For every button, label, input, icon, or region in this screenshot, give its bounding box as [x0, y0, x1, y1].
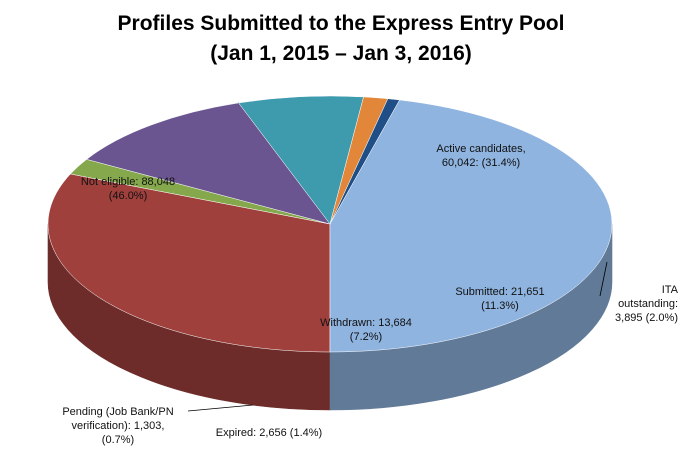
pie-slice-not-eligible — [329, 99, 613, 353]
label-line: ITA — [662, 284, 679, 296]
pie-top-faces — [47, 95, 613, 353]
label-line: outstanding: — [618, 298, 678, 310]
label-submitted: Submitted: 21,651 (11.3%) — [455, 286, 544, 312]
label-line: Not eligible: 88,048 — [81, 176, 175, 188]
label-line: verification): 1,303, — [72, 420, 165, 432]
pie-slice-withdrawn — [238, 95, 364, 225]
label-not-eligible: Not eligible: 88,048 (46.0%) — [81, 176, 175, 202]
label-active-candidates: Active candidates, 60,042: (31.4%) — [436, 143, 525, 169]
chart-title-line-1: Profiles Submitted to the Express Entry … — [117, 12, 565, 35]
label-line: Submitted: 21,651 — [455, 286, 544, 298]
label-pending-job-bank-pn-verification: Pending (Job Bank/PN verification): 1,303… — [62, 406, 173, 446]
label-line: (0.7%) — [102, 434, 134, 446]
label-line: Expired: 2,656 (1.4%) — [216, 427, 322, 439]
pie-slice-submitted — [86, 102, 331, 225]
label-line: Pending (Job Bank/PN — [62, 406, 173, 418]
label-line: (11.3%) — [481, 300, 519, 312]
label-line: Active candidates, — [436, 143, 525, 155]
label-line: Withdrawn: 13,684 — [320, 317, 412, 329]
label-line: (46.0%) — [109, 190, 148, 202]
label-ita-outstanding: ITA outstanding: 3,895 (2.0%) — [615, 284, 679, 324]
leader-line-pending — [187, 404, 254, 412]
chart-title-line-2: (Jan 1, 2015 – Jan 3, 2016) — [210, 42, 472, 65]
pie-slice-active-candidates — [47, 173, 331, 353]
leader-line-ita — [599, 261, 608, 297]
label-line: (7.2%) — [350, 331, 382, 343]
label-expired: Expired: 2,656 (1.4%) — [216, 427, 322, 439]
label-line: 60,042: (31.4%) — [442, 157, 520, 169]
label-line: 3,895 (2.0%) — [615, 312, 678, 324]
label-withdrawn: Withdrawn: 13,684 (7.2%) — [320, 317, 412, 343]
pie-labels: Active candidates, 60,042: (31.4%) ITA outs… — [62, 143, 678, 446]
